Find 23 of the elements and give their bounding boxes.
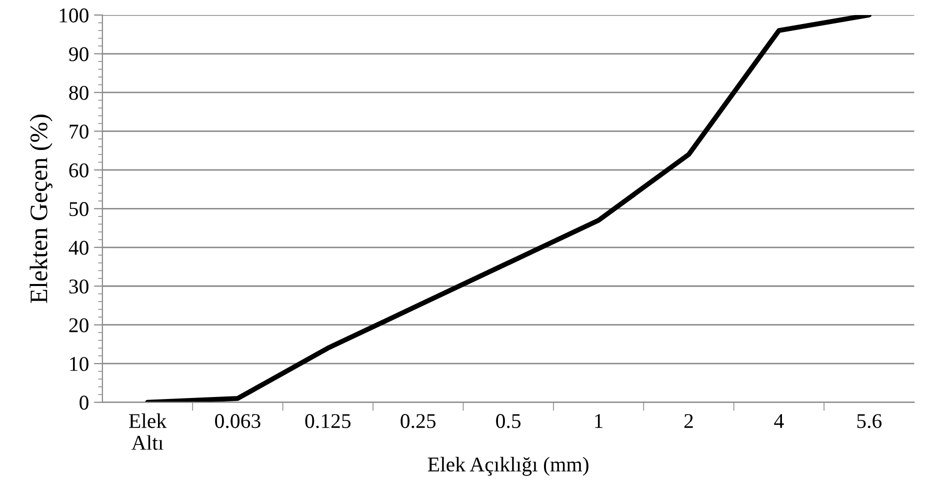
x-tick-label: 4: [774, 414, 784, 428]
x-tick-label: 0.25: [400, 414, 436, 428]
line-series: [145, 15, 872, 402]
x-tick-label: 0.125: [305, 414, 351, 428]
y-tick-label: 0: [80, 396, 88, 410]
y-axis-title: Elekten Geçen (%): [30, 114, 52, 304]
x-tick-label: 1: [595, 414, 602, 428]
y-tick-label: 60: [69, 163, 88, 178]
y-tick-label: 50: [70, 202, 88, 216]
x-axis-title: Elek Açıklığı (mm): [428, 456, 588, 476]
x-tick-label: Elek Altı: [129, 413, 167, 450]
x-tick-label: 5.6: [857, 414, 882, 428]
y-tick-label: 20: [69, 318, 88, 332]
y-tick-label: 90: [69, 47, 88, 62]
x-tick-label: 0.063: [215, 414, 260, 428]
y-tick-label: 100: [60, 8, 88, 22]
x-tick-label: 2: [684, 414, 693, 428]
y-tick-label: 40: [68, 240, 88, 255]
y-tick-label: 80: [69, 86, 88, 100]
y-tick-label: 10: [70, 356, 88, 372]
x-tick-label: 0.5: [496, 414, 521, 428]
y-tick-label: 30: [69, 279, 88, 294]
y-tick-label: 70: [70, 124, 88, 139]
